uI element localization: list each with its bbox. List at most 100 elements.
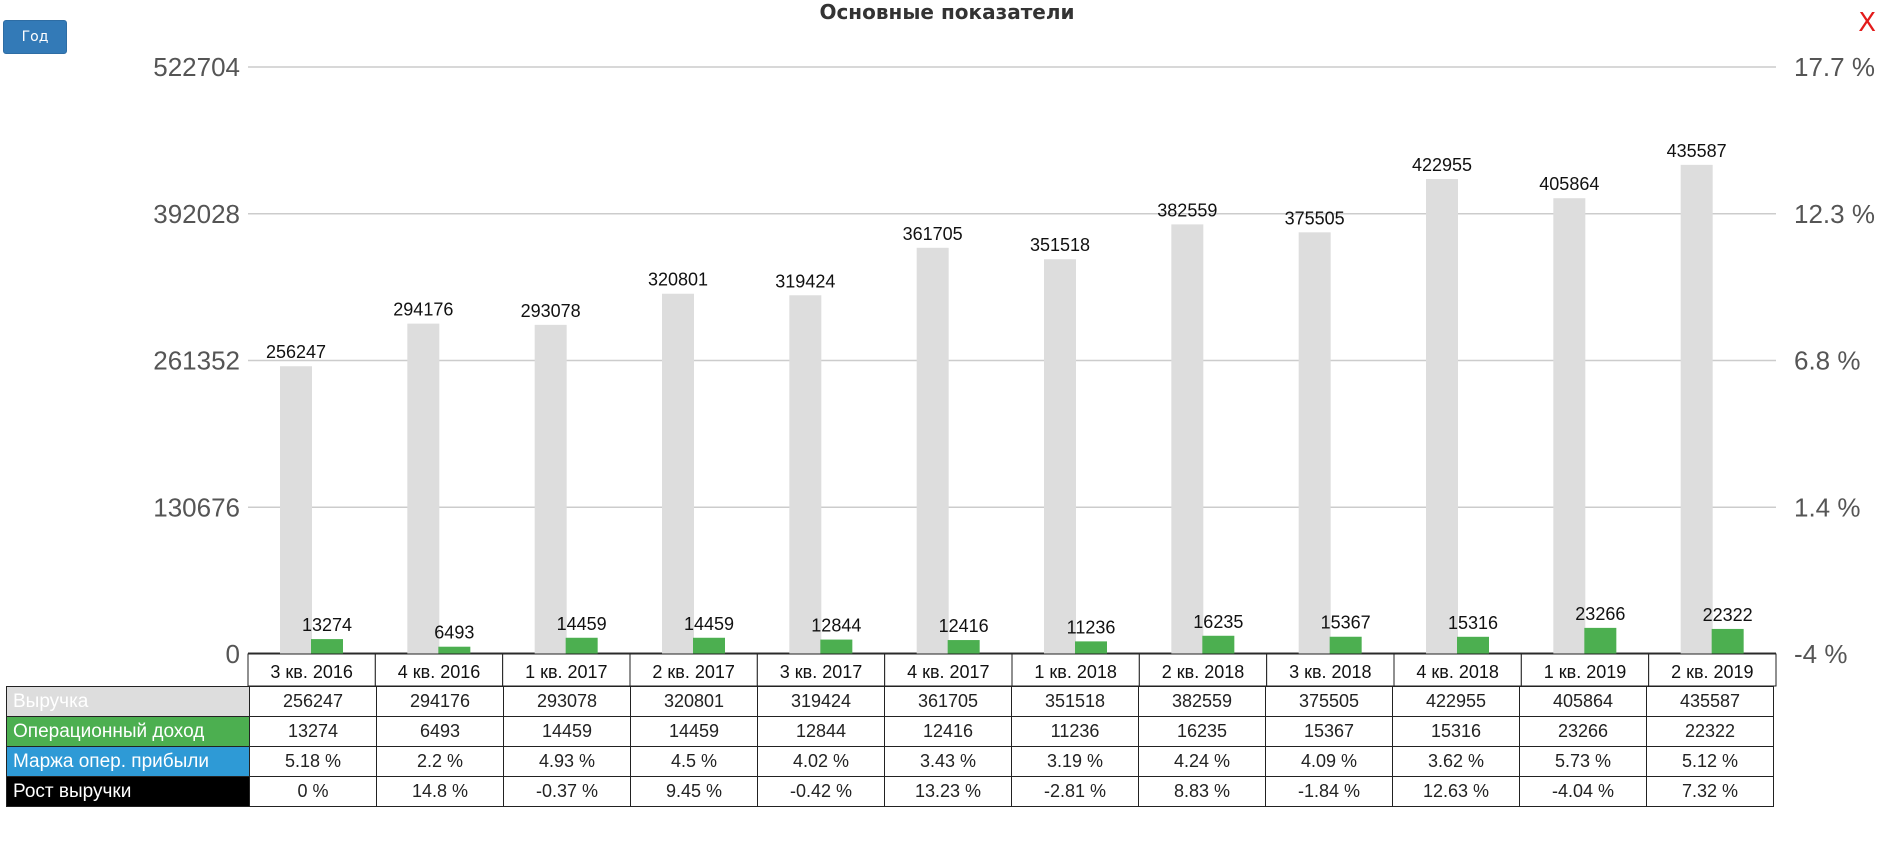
revenue-bar bbox=[534, 324, 567, 654]
revenue-bar bbox=[662, 293, 694, 654]
table-cell: 375505 bbox=[1265, 686, 1393, 717]
table-cell: 405864 bbox=[1519, 686, 1647, 717]
revenue-bar bbox=[1044, 259, 1076, 654]
table-cell: 382559 bbox=[1138, 686, 1266, 717]
table-cell: -1.84 % bbox=[1265, 776, 1393, 807]
y2-tick-label: 6.8 % bbox=[1794, 346, 1861, 376]
table-cell: 3.19 % bbox=[1011, 746, 1139, 777]
table-cell: 0 % bbox=[249, 776, 377, 807]
table-cell: 4.09 % bbox=[1265, 746, 1393, 777]
revenue-bar bbox=[1680, 164, 1713, 655]
category-label: 1 кв. 2019 bbox=[1544, 662, 1627, 682]
op-income-data-label: 12844 bbox=[811, 616, 861, 636]
op-income-bar bbox=[311, 639, 343, 654]
table-cell: 3.62 % bbox=[1392, 746, 1520, 777]
table-cell: 5.73 % bbox=[1519, 746, 1647, 777]
table-row: Выручка 256247 294176 293078 320801 319424 361… bbox=[6, 686, 1774, 717]
revenue-bar bbox=[280, 366, 312, 654]
table-cell: 15316 bbox=[1392, 716, 1520, 747]
table-cell: 8.83 % bbox=[1138, 776, 1266, 807]
table-cell: -0.42 % bbox=[757, 776, 885, 807]
y-tick-label: 522704 bbox=[153, 52, 240, 82]
table-cell: -2.81 % bbox=[1011, 776, 1139, 807]
op-income-data-label: 14459 bbox=[684, 614, 734, 634]
y2-tick-label: 1.4 % bbox=[1794, 492, 1861, 522]
data-table: Выручка 256247 294176 293078 320801 319424 361… bbox=[6, 686, 1774, 807]
op-income-data-label: 6493 bbox=[434, 623, 474, 643]
table-row: Операционный доход 13274 6493 14459 14459 128… bbox=[6, 716, 1774, 747]
revenue-bar bbox=[1171, 224, 1204, 655]
table-cell: -4.04 % bbox=[1519, 776, 1647, 807]
table-cell: 422955 bbox=[1392, 686, 1520, 717]
row-label: Маржа опер. прибыли bbox=[6, 746, 250, 777]
y-tick-label: 392028 bbox=[153, 199, 240, 229]
table-cell: 256247 bbox=[249, 686, 377, 717]
op-income-bar bbox=[1075, 641, 1107, 654]
revenue-data-label: 361705 bbox=[903, 224, 963, 244]
table-cell: 435587 bbox=[1646, 686, 1774, 717]
revenue-data-label: 320801 bbox=[648, 270, 708, 290]
table-cell: 7.32 % bbox=[1646, 776, 1774, 807]
table-cell: 14.8 % bbox=[376, 776, 504, 807]
table-cell: 5.12 % bbox=[1646, 746, 1774, 777]
category-label: 3 кв. 2016 bbox=[270, 662, 353, 682]
category-cell bbox=[1648, 653, 1777, 687]
table-cell: 3.43 % bbox=[884, 746, 1012, 777]
op-income-bar bbox=[565, 637, 598, 654]
category-label: 1 кв. 2018 bbox=[1034, 662, 1117, 682]
category-label: 3 кв. 2017 bbox=[780, 662, 863, 682]
revenue-data-label: 375505 bbox=[1285, 208, 1345, 228]
y-tick-label: 130676 bbox=[153, 492, 240, 522]
table-cell: 22322 bbox=[1646, 716, 1774, 747]
revenue-bar bbox=[789, 295, 822, 654]
op-income-data-label: 11236 bbox=[1067, 617, 1116, 637]
table-row: Маржа опер. прибыли 5.18 % 2.2 % 4.93 % 4.5 … bbox=[6, 746, 1774, 777]
revenue-data-label: 351518 bbox=[1030, 235, 1090, 255]
revenue-bar bbox=[1426, 179, 1458, 654]
y2-tick-label: 12.3 % bbox=[1794, 199, 1875, 229]
table-cell: 16235 bbox=[1138, 716, 1266, 747]
row-label: Операционный доход bbox=[6, 716, 250, 747]
category-label: 3 кв. 2018 bbox=[1289, 662, 1372, 682]
category-cell bbox=[629, 653, 758, 687]
table-cell: 14459 bbox=[630, 716, 758, 747]
op-income-data-label: 16235 bbox=[1193, 612, 1243, 632]
revenue-data-label: 256247 bbox=[266, 342, 326, 362]
op-income-bar bbox=[1202, 635, 1235, 654]
table-cell: 13.23 % bbox=[884, 776, 1012, 807]
y2-tick-label: 17.7 % bbox=[1794, 52, 1875, 82]
revenue-bar bbox=[1298, 232, 1331, 655]
y2-tick-label: -4 % bbox=[1794, 639, 1847, 669]
row-label: Рост выручки bbox=[6, 776, 250, 807]
table-cell: 361705 bbox=[884, 686, 1012, 717]
revenue-data-label: 293078 bbox=[521, 301, 581, 321]
table-cell: 293078 bbox=[503, 686, 631, 717]
op-income-bar bbox=[1584, 627, 1617, 654]
close-icon[interactable]: X bbox=[1858, 8, 1876, 38]
table-cell: 4.93 % bbox=[503, 746, 631, 777]
year-button[interactable]: Год bbox=[3, 20, 67, 54]
op-income-bar bbox=[1457, 636, 1489, 654]
revenue-bar bbox=[407, 323, 440, 654]
category-cell bbox=[374, 653, 504, 687]
op-income-bar bbox=[438, 646, 471, 654]
category-label: 4 кв. 2016 bbox=[398, 662, 481, 682]
op-income-data-label: 15367 bbox=[1321, 613, 1371, 633]
table-cell: 11236 bbox=[1011, 716, 1139, 747]
op-income-data-label: 15316 bbox=[1448, 613, 1498, 633]
category-label: 2 кв. 2019 bbox=[1671, 662, 1754, 682]
table-cell: 12416 bbox=[884, 716, 1012, 747]
category-label: 4 кв. 2017 bbox=[907, 662, 990, 682]
category-cell bbox=[1520, 653, 1650, 687]
op-income-bar bbox=[820, 639, 853, 654]
table-cell: 4.5 % bbox=[630, 746, 758, 777]
revenue-bar bbox=[1553, 198, 1586, 654]
op-income-data-label: 13274 bbox=[302, 615, 352, 635]
table-cell: -0.37 % bbox=[503, 776, 631, 807]
table-cell: 9.45 % bbox=[630, 776, 758, 807]
revenue-data-label: 435587 bbox=[1667, 141, 1727, 161]
table-cell: 5.18 % bbox=[249, 746, 377, 777]
revenue-data-label: 294176 bbox=[393, 300, 453, 320]
category-cell bbox=[247, 653, 376, 687]
table-cell: 13274 bbox=[249, 716, 377, 747]
